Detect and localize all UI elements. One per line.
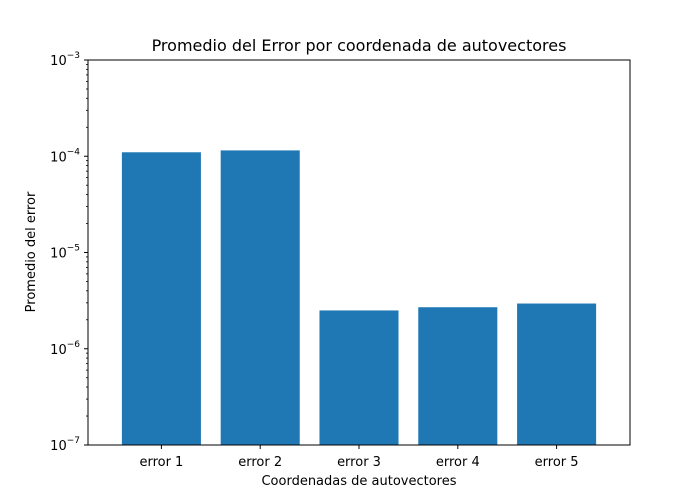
bar-5 [517,303,597,445]
y-axis-label: Promedio del error [24,191,39,312]
x-tick-label: error 5 [535,455,579,470]
x-tick-label: error 3 [337,455,381,470]
y-tick-label: 10−5 [50,244,80,262]
y-tick-label: 10−4 [50,147,80,165]
chart-title: Promedio del Error por coordenada de aut… [152,36,567,55]
bar-2 [220,150,300,445]
x-tick-label: error 2 [238,455,282,470]
x-axis-ticks: error 1 error 2 error 3 error 4 error 5 [139,445,579,470]
bar-4 [418,307,498,445]
bar-1 [121,152,201,445]
y-tick-label: 10−7 [50,436,80,454]
x-tick-label: error 4 [436,455,480,470]
plot-area-frame [87,59,631,446]
y-tick-label: 10−6 [50,340,80,358]
bars-group [121,150,597,445]
x-axis-label: Coordenadas de autovectores [261,474,456,489]
y-tick-label: 10−3 [50,51,80,69]
x-tick-label: error 1 [139,455,183,470]
bar-3 [319,310,399,445]
y-axis-ticks: 10−7 10−6 10−5 10−4 10−3 [50,51,88,454]
